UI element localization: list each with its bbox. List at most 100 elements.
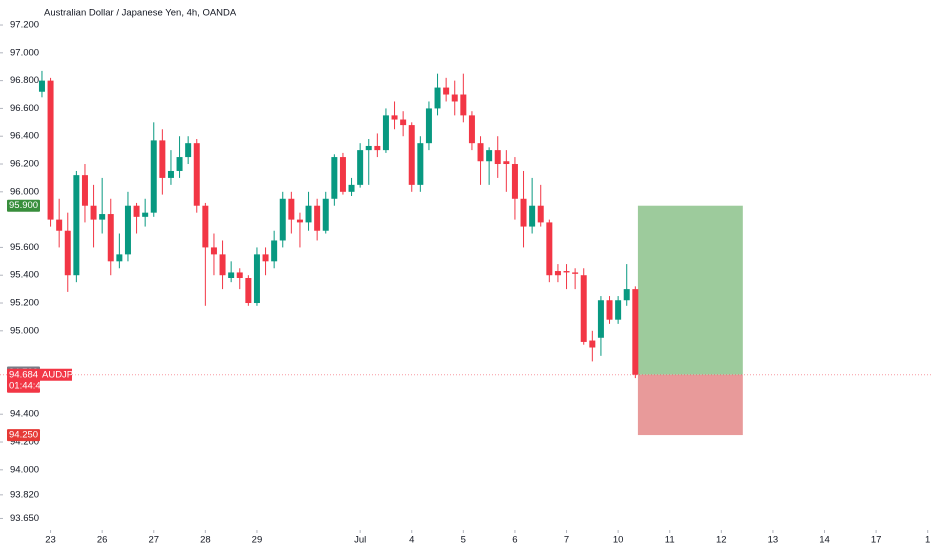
candle-body <box>572 272 579 274</box>
candle-body <box>279 198 286 241</box>
candle-body <box>382 115 389 151</box>
candle-body <box>142 212 149 217</box>
candle-body <box>563 271 570 273</box>
candle-body <box>348 184 355 192</box>
y-tick-label: 96.200 <box>10 159 39 170</box>
countdown: 01:44:42 <box>9 380 46 391</box>
candle-body <box>56 219 63 231</box>
candle-body <box>460 94 467 116</box>
candle-body <box>228 272 235 278</box>
candle-body <box>331 157 338 199</box>
y-tick-label: 95.000 <box>10 325 39 336</box>
price-label-box <box>7 429 40 442</box>
candle-body <box>477 143 484 162</box>
candle-body <box>408 125 415 185</box>
candle-body <box>606 300 613 320</box>
symbol-box <box>40 368 72 381</box>
candle-body <box>546 222 553 276</box>
symbol-label: AUDJPY <box>42 369 80 380</box>
candle-body <box>176 157 183 171</box>
candle-body <box>64 230 71 276</box>
y-tick-label: 97.200 <box>10 20 39 31</box>
candle-body <box>193 143 200 206</box>
x-tick-label: 14 <box>819 535 830 546</box>
candle-body <box>90 205 97 220</box>
candle-body <box>159 140 166 178</box>
y-tick-label: 93.650 <box>10 513 39 524</box>
candle-body <box>597 300 604 338</box>
candle-body <box>245 277 252 304</box>
chart-title: Australian Dollar / Japanese Yen, 4h, OA… <box>44 8 237 19</box>
candle-body <box>210 247 217 255</box>
candle-body <box>322 198 329 231</box>
y-tick-label: 96.800 <box>10 75 39 86</box>
price-label: 95.900 <box>9 200 38 211</box>
candle-body <box>374 145 381 151</box>
candle-body <box>150 140 157 213</box>
candle-body <box>520 198 527 227</box>
candle-body <box>133 205 140 217</box>
candle-body <box>623 289 630 301</box>
candle-body <box>185 143 192 158</box>
candle-body <box>400 119 407 126</box>
candle-body <box>288 198 295 220</box>
candle-body <box>494 150 501 165</box>
y-tick-label: 95.600 <box>10 242 39 253</box>
candle-body <box>511 164 518 199</box>
x-tick-label: 13 <box>768 535 779 546</box>
y-tick-label: 96.400 <box>10 131 39 142</box>
candle-body <box>589 340 596 348</box>
candle-body <box>468 115 475 144</box>
price-label-box <box>7 368 40 393</box>
candle-body <box>554 271 561 276</box>
y-tick-label: 94.000 <box>10 464 39 475</box>
candle-body <box>253 254 260 304</box>
candle-body <box>124 205 131 255</box>
x-tick-label: 29 <box>252 535 263 546</box>
candle-body <box>47 80 54 220</box>
candle-body <box>73 175 80 276</box>
x-tick-label: 12 <box>716 535 727 546</box>
x-tick-label: 28 <box>200 535 211 546</box>
x-tick-label: 6 <box>512 535 517 546</box>
candle-body <box>417 143 424 185</box>
y-tick-label: 97.000 <box>10 47 39 58</box>
candle-body <box>580 275 587 342</box>
candle-body <box>391 115 398 120</box>
candle-body <box>99 214 106 220</box>
candle-body <box>451 94 458 102</box>
x-tick-label: 1 <box>925 535 930 546</box>
x-tick-label: 23 <box>45 535 56 546</box>
candle-body <box>425 108 432 144</box>
x-tick-label: 26 <box>97 535 108 546</box>
candle-body <box>503 161 510 165</box>
candle-body <box>357 150 364 185</box>
candle-body <box>632 289 639 375</box>
x-tick-label: 27 <box>148 535 159 546</box>
y-tick-label: 95.400 <box>10 270 39 281</box>
candle-body <box>314 205 321 231</box>
profit-zone <box>637 205 743 375</box>
candle-body <box>107 214 114 262</box>
x-tick-label: 7 <box>564 535 569 546</box>
x-tick-label: 10 <box>613 535 624 546</box>
candle-body <box>537 205 544 223</box>
candle-body <box>262 254 269 262</box>
candle-body <box>202 205 209 248</box>
y-tick-label: 96.000 <box>10 186 39 197</box>
candle-body <box>529 205 536 227</box>
candle-body <box>271 240 278 262</box>
candle-body <box>434 87 441 109</box>
y-tick-label: 96.600 <box>10 103 39 114</box>
candle-body <box>486 150 493 162</box>
y-tick-label: 94.200 <box>10 437 39 448</box>
x-tick-label: Jul <box>354 535 366 546</box>
candle-body <box>443 87 450 95</box>
candle-body <box>116 254 123 262</box>
price-label: 94.250 <box>9 430 38 441</box>
candle-body <box>81 175 88 206</box>
price-label-box <box>7 199 40 212</box>
y-tick-label: 93.820 <box>10 489 39 500</box>
